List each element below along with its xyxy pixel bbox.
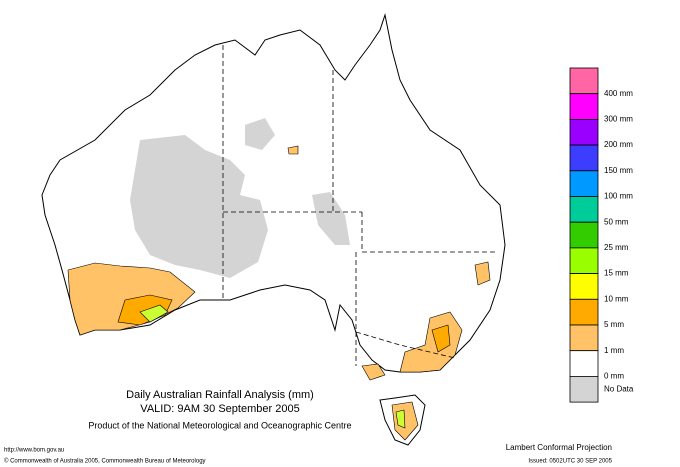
legend-label: 5 mm: [604, 320, 624, 329]
legend-swatch: [569, 67, 599, 95]
rain-area: [139, 304, 169, 323]
valid-time: VALID: 9AM 30 September 2005: [140, 403, 299, 415]
legend-label: 400 mm: [604, 89, 633, 98]
legend-swatch: [569, 144, 599, 172]
website: http://www.bom.gov.au: [4, 448, 64, 454]
legend-label: 200 mm: [604, 140, 633, 149]
legend-swatch: [569, 196, 599, 223]
legend-swatch: [569, 93, 599, 120]
legend-label: 300 mm: [604, 115, 633, 124]
rain-area: [287, 145, 299, 155]
legend-label: 1 mm: [604, 346, 624, 355]
legend-swatch: [569, 298, 599, 326]
legend-swatch: [569, 119, 599, 146]
no-data-area: [245, 118, 275, 150]
legend-label: 25 mm: [604, 243, 629, 252]
legend: 400 mm 300 mm 200 mm 150 mm 100 mm 50 mm 25 mm…: [569, 67, 634, 403]
legend-swatch: [569, 247, 599, 274]
rain-area: [431, 324, 451, 353]
legend-swatch: [569, 324, 599, 352]
map-title: Daily Australian Rainfall Analysis (mm): [126, 389, 314, 401]
legend-label: 50 mm: [604, 217, 629, 226]
rain-area: [361, 363, 386, 381]
legend-swatch: [569, 170, 599, 197]
state-border: [361, 212, 498, 253]
legend-swatch: [569, 375, 599, 403]
copyright: © Commonwealth of Australia 2005, Common…: [4, 458, 206, 465]
no-data-area: [130, 135, 268, 278]
legend-label: 10 mm: [604, 294, 629, 303]
issued: Issued: 0502UTC 30 SEP 2005: [528, 459, 612, 465]
rain-area: [395, 409, 406, 429]
legend-label: 15 mm: [604, 269, 629, 278]
legend-label: 0 mm: [604, 372, 624, 381]
legend-swatch: [569, 221, 599, 249]
legend-swatch: [569, 350, 599, 377]
legend-label: No Data: [604, 384, 634, 393]
product-note: Product of the National Meteorological a…: [88, 420, 351, 430]
legend-label: 150 mm: [604, 166, 633, 175]
state-border: [355, 331, 456, 359]
legend-label: 100 mm: [604, 192, 633, 201]
rain-area: [474, 261, 491, 286]
projection: Lambert Conformal Projection: [506, 443, 612, 452]
legend-swatch: [569, 273, 599, 300]
no-data-area: [312, 192, 350, 245]
